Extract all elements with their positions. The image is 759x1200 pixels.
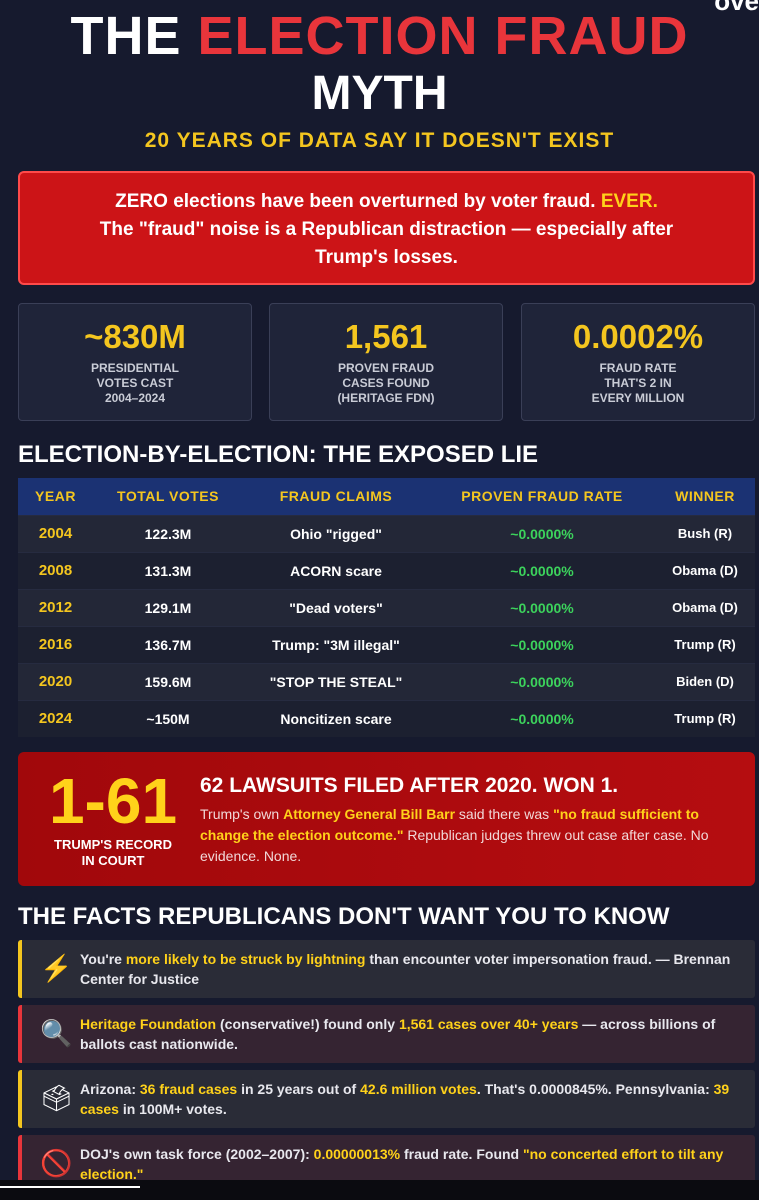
lightning-icon: ⚡ <box>40 953 73 983</box>
stat-label: FRAUD RATE THAT'S 2 IN EVERY MILLION <box>591 361 685 405</box>
cell-year: 2024 <box>18 699 93 737</box>
bottom-progress-line <box>0 1186 140 1188</box>
cell-year: 2020 <box>18 662 93 700</box>
cell-rate: ~0.0000% <box>429 551 655 589</box>
cell-claim: Noncitizen scare <box>243 699 429 737</box>
corner-text-fragment: ove <box>714 0 759 16</box>
stat-value: 0.0002% <box>572 318 704 355</box>
cell-claim: "STOP THE STEAL" <box>243 662 429 700</box>
court-record-number: 1-61 <box>48 765 178 837</box>
table-row: 2016 136.7M Trump: "3M illegal" ~0.0000%… <box>18 625 755 663</box>
headline-banner: ZERO elections have been overturned by v… <box>18 171 755 285</box>
cell-year: 2008 <box>18 551 93 589</box>
cell-claim: Trump: "3M illegal" <box>243 625 429 663</box>
magnifier-icon: 🔍 <box>40 1018 73 1048</box>
court-record-label: TRUMP'S RECORD IN COURT <box>54 837 172 868</box>
fact-card-doj: 🚫 DOJ's own task force (2002–2007): 0.00… <box>18 1135 755 1185</box>
table-row: 2024 ~150M Noncitizen scare ~0.0000% Tru… <box>18 699 755 737</box>
cell-votes: ~150M <box>93 699 243 737</box>
cell-claim: Ohio "rigged" <box>243 514 429 552</box>
table-row: 2012 129.1M "Dead voters" ~0.0000% Obama… <box>18 588 755 626</box>
fact-card-arizona: 🗳 Arizona: 36 fraud cases in 25 years ou… <box>18 1070 755 1128</box>
fact-card-heritage: 🔍 Heritage Foundation (conservative!) fo… <box>18 1005 755 1063</box>
fact-text: You're more likely to be struck by light… <box>80 951 731 987</box>
cell-claim: ACORN scare <box>243 551 429 589</box>
banner-text: ZERO elections have been overturned by v… <box>115 191 601 212</box>
table-row: 2008 131.3M ACORN scare ~0.0000% Obama (… <box>18 551 755 589</box>
bottom-overlay-bar <box>0 1180 759 1200</box>
election-table: YEAR TOTAL VOTES FRAUD CLAIMS PROVEN FRA… <box>18 478 755 737</box>
court-description: Trump's own Attorney General Bill Barr s… <box>200 806 709 864</box>
column-header: YEAR <box>18 478 93 515</box>
banner-highlight: EVER. <box>600 191 658 212</box>
cell-claim: "Dead voters" <box>243 588 429 626</box>
ballot-box-icon: 🗳 <box>40 1083 74 1113</box>
cell-winner: Biden (D) <box>655 662 755 700</box>
banner-line-1: ZERO elections have been overturned by v… <box>20 188 753 216</box>
prohibited-icon: 🚫 <box>40 1148 73 1178</box>
table-header-row: YEAR TOTAL VOTES FRAUD CLAIMS PROVEN FRA… <box>18 478 755 515</box>
column-header: TOTAL VOTES <box>93 478 243 515</box>
cell-winner: Trump (R) <box>655 625 755 663</box>
cell-rate: ~0.0000% <box>429 662 655 700</box>
page-title: THE ELECTION FRAUD <box>0 6 759 66</box>
cell-winner: Obama (D) <box>655 588 755 626</box>
cell-votes: 129.1M <box>93 588 243 626</box>
fact-text: DOJ's own task force (2002–2007): 0.0000… <box>80 1146 724 1182</box>
cell-rate: ~0.0000% <box>429 514 655 552</box>
banner-line-2: The "fraud" noise is a Republican distra… <box>99 219 674 240</box>
cell-votes: 159.6M <box>93 662 243 700</box>
title-red-part: ELECTION FRAUD <box>197 6 689 66</box>
stat-value: ~830M <box>84 318 186 355</box>
fact-text: Arizona: 36 fraud cases in 25 years out … <box>80 1081 730 1117</box>
title-white-part: THE <box>70 6 198 66</box>
stat-card-votes: ~830M PRESIDENTIAL VOTES CAST 2004–2024 <box>18 303 252 421</box>
court-heading: 62 LAWSUITS FILED AFTER 2020. WON 1. <box>200 774 619 797</box>
stat-label: PRESIDENTIAL VOTES CAST 2004–2024 <box>90 361 179 405</box>
page-title-line2: MYTH <box>311 67 448 120</box>
cell-year: 2016 <box>18 625 93 663</box>
cell-rate: ~0.0000% <box>429 699 655 737</box>
cell-rate: ~0.0000% <box>429 625 655 663</box>
cell-votes: 122.3M <box>93 514 243 552</box>
facts-section-title: THE FACTS REPUBLICANS DON'T WANT YOU TO … <box>18 903 670 930</box>
column-header: PROVEN FRAUD RATE <box>429 478 655 515</box>
fact-text: Heritage Foundation (conservative!) foun… <box>80 1016 716 1052</box>
column-header: FRAUD CLAIMS <box>243 478 429 515</box>
cell-year: 2004 <box>18 514 93 552</box>
cell-year: 2012 <box>18 588 93 626</box>
stat-card-cases: 1,561 PROVEN FRAUD CASES FOUND (HERITAGE F… <box>269 303 503 421</box>
cell-votes: 136.7M <box>93 625 243 663</box>
stat-card-rate: 0.0002% FRAUD RATE THAT'S 2 IN EVERY MILLI… <box>521 303 755 421</box>
stat-label: PROVEN FRAUD CASES FOUND (HERITAGE FDN) <box>337 361 435 405</box>
page-subtitle: 20 YEARS OF DATA SAY IT DOESN'T EXIST <box>144 129 615 152</box>
cell-winner: Trump (R) <box>655 699 755 737</box>
column-header: WINNER <box>655 478 755 515</box>
cell-winner: Bush (R) <box>655 514 755 552</box>
table-row: 2004 122.3M Ohio "rigged" ~0.0000% Bush … <box>18 514 755 552</box>
court-record-box: 1-61 TRUMP'S RECORD IN COURT 62 LAWSUITS … <box>18 752 755 886</box>
banner-line-3: Trump's losses. <box>315 247 458 268</box>
cell-rate: ~0.0000% <box>429 588 655 626</box>
table-row: 2020 159.6M "STOP THE STEAL" ~0.0000% Bi… <box>18 662 755 700</box>
stat-value: 1,561 <box>344 318 428 355</box>
fact-card-lightning: ⚡ You're more likely to be struck by lig… <box>18 940 755 998</box>
cell-votes: 131.3M <box>93 551 243 589</box>
cell-winner: Obama (D) <box>655 551 755 589</box>
table-section-title: ELECTION-BY-ELECTION: THE EXPOSED LIE <box>18 441 539 468</box>
